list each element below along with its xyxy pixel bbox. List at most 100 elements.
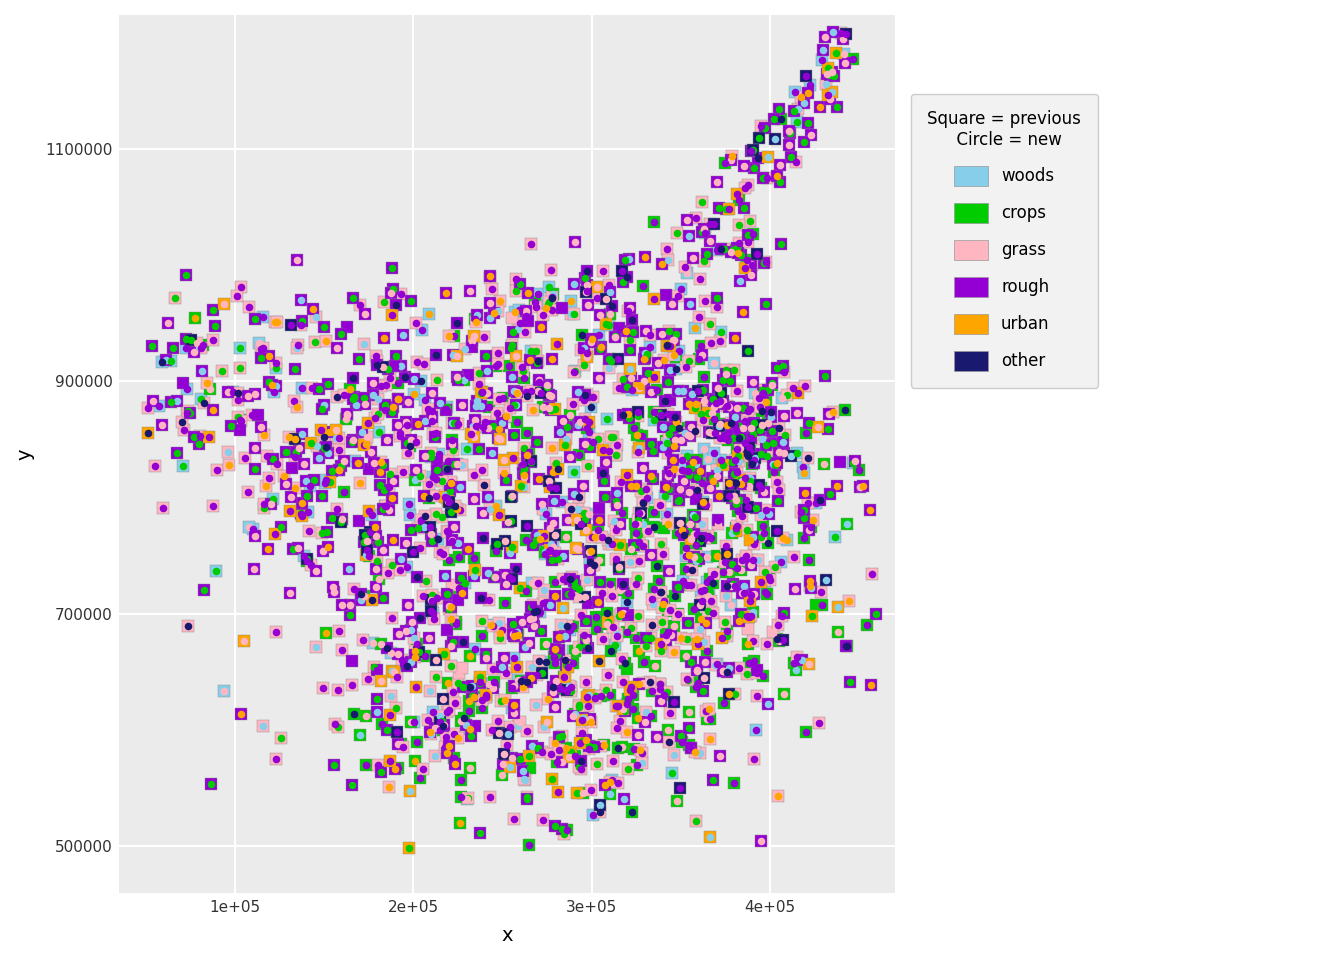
Point	[358, 503, 379, 518]
Point	[583, 739, 605, 755]
Point	[355, 757, 376, 773]
Point	[653, 520, 675, 536]
Point	[551, 300, 573, 316]
Point	[551, 682, 573, 697]
Point	[620, 680, 641, 695]
Point	[742, 374, 763, 390]
Point	[245, 461, 266, 476]
Point	[696, 643, 718, 659]
Point	[501, 513, 523, 528]
Point	[542, 465, 563, 480]
Point	[441, 533, 462, 548]
Point	[462, 418, 484, 433]
Point	[464, 568, 485, 584]
Point	[603, 637, 625, 653]
Point	[689, 745, 711, 760]
Point	[677, 463, 699, 478]
Point	[743, 415, 765, 430]
Point	[673, 425, 695, 441]
Point	[526, 532, 547, 547]
Point	[692, 516, 714, 531]
Point	[560, 684, 582, 699]
Point	[730, 563, 751, 578]
Point	[757, 382, 778, 397]
Point	[707, 380, 728, 396]
Point	[571, 712, 593, 728]
Point	[446, 457, 468, 472]
Point	[371, 764, 392, 780]
Point	[712, 564, 734, 579]
Point	[634, 324, 656, 339]
Point	[656, 633, 677, 648]
Point	[852, 479, 874, 494]
Point	[620, 332, 641, 348]
Point	[517, 285, 539, 300]
Point	[632, 428, 653, 444]
Point	[504, 629, 526, 644]
Point	[726, 400, 747, 416]
Point	[465, 398, 487, 414]
Point	[438, 552, 460, 567]
Point	[737, 228, 758, 243]
Point	[734, 200, 755, 215]
Point	[700, 530, 722, 545]
Point	[724, 409, 746, 424]
Point	[505, 562, 527, 577]
Point	[431, 473, 453, 489]
Point	[491, 660, 512, 675]
Point	[578, 506, 599, 521]
Point	[405, 472, 426, 488]
Point	[649, 676, 671, 691]
Point	[676, 540, 698, 556]
Point	[574, 387, 595, 402]
Point	[449, 479, 470, 494]
Point	[445, 614, 466, 630]
Point	[672, 383, 694, 398]
Point	[716, 664, 738, 680]
Point	[449, 815, 470, 830]
Point	[601, 429, 622, 444]
Point	[504, 397, 526, 413]
Point	[597, 616, 618, 632]
Point	[656, 287, 677, 302]
Point	[793, 531, 814, 546]
Point	[544, 588, 566, 604]
Point	[742, 634, 763, 649]
Point	[472, 385, 493, 400]
Point	[766, 523, 788, 539]
Point	[496, 408, 517, 423]
Point	[375, 402, 396, 418]
Point	[676, 448, 698, 464]
Point	[504, 706, 526, 721]
Point	[544, 735, 566, 751]
Point	[516, 303, 538, 319]
Point	[695, 226, 716, 241]
Point	[741, 144, 762, 159]
Point	[535, 654, 556, 669]
Point	[737, 446, 758, 462]
Point	[577, 689, 598, 705]
Point	[646, 730, 668, 745]
Point	[685, 548, 707, 564]
Point	[612, 579, 633, 594]
Point	[694, 393, 715, 408]
Point	[575, 522, 597, 538]
Point	[329, 459, 351, 474]
Point	[359, 549, 380, 564]
Point	[738, 478, 759, 493]
Point	[728, 431, 750, 446]
Point	[696, 711, 718, 727]
Point	[622, 312, 644, 327]
Point	[590, 688, 612, 704]
Point	[695, 703, 716, 718]
Point	[501, 751, 523, 766]
Point	[528, 471, 550, 487]
Point	[750, 446, 771, 462]
Point	[689, 745, 711, 760]
Point	[746, 246, 767, 261]
Point	[762, 625, 784, 640]
Point	[367, 392, 388, 407]
Point	[374, 498, 395, 514]
Point	[766, 474, 788, 490]
Point	[691, 612, 712, 627]
